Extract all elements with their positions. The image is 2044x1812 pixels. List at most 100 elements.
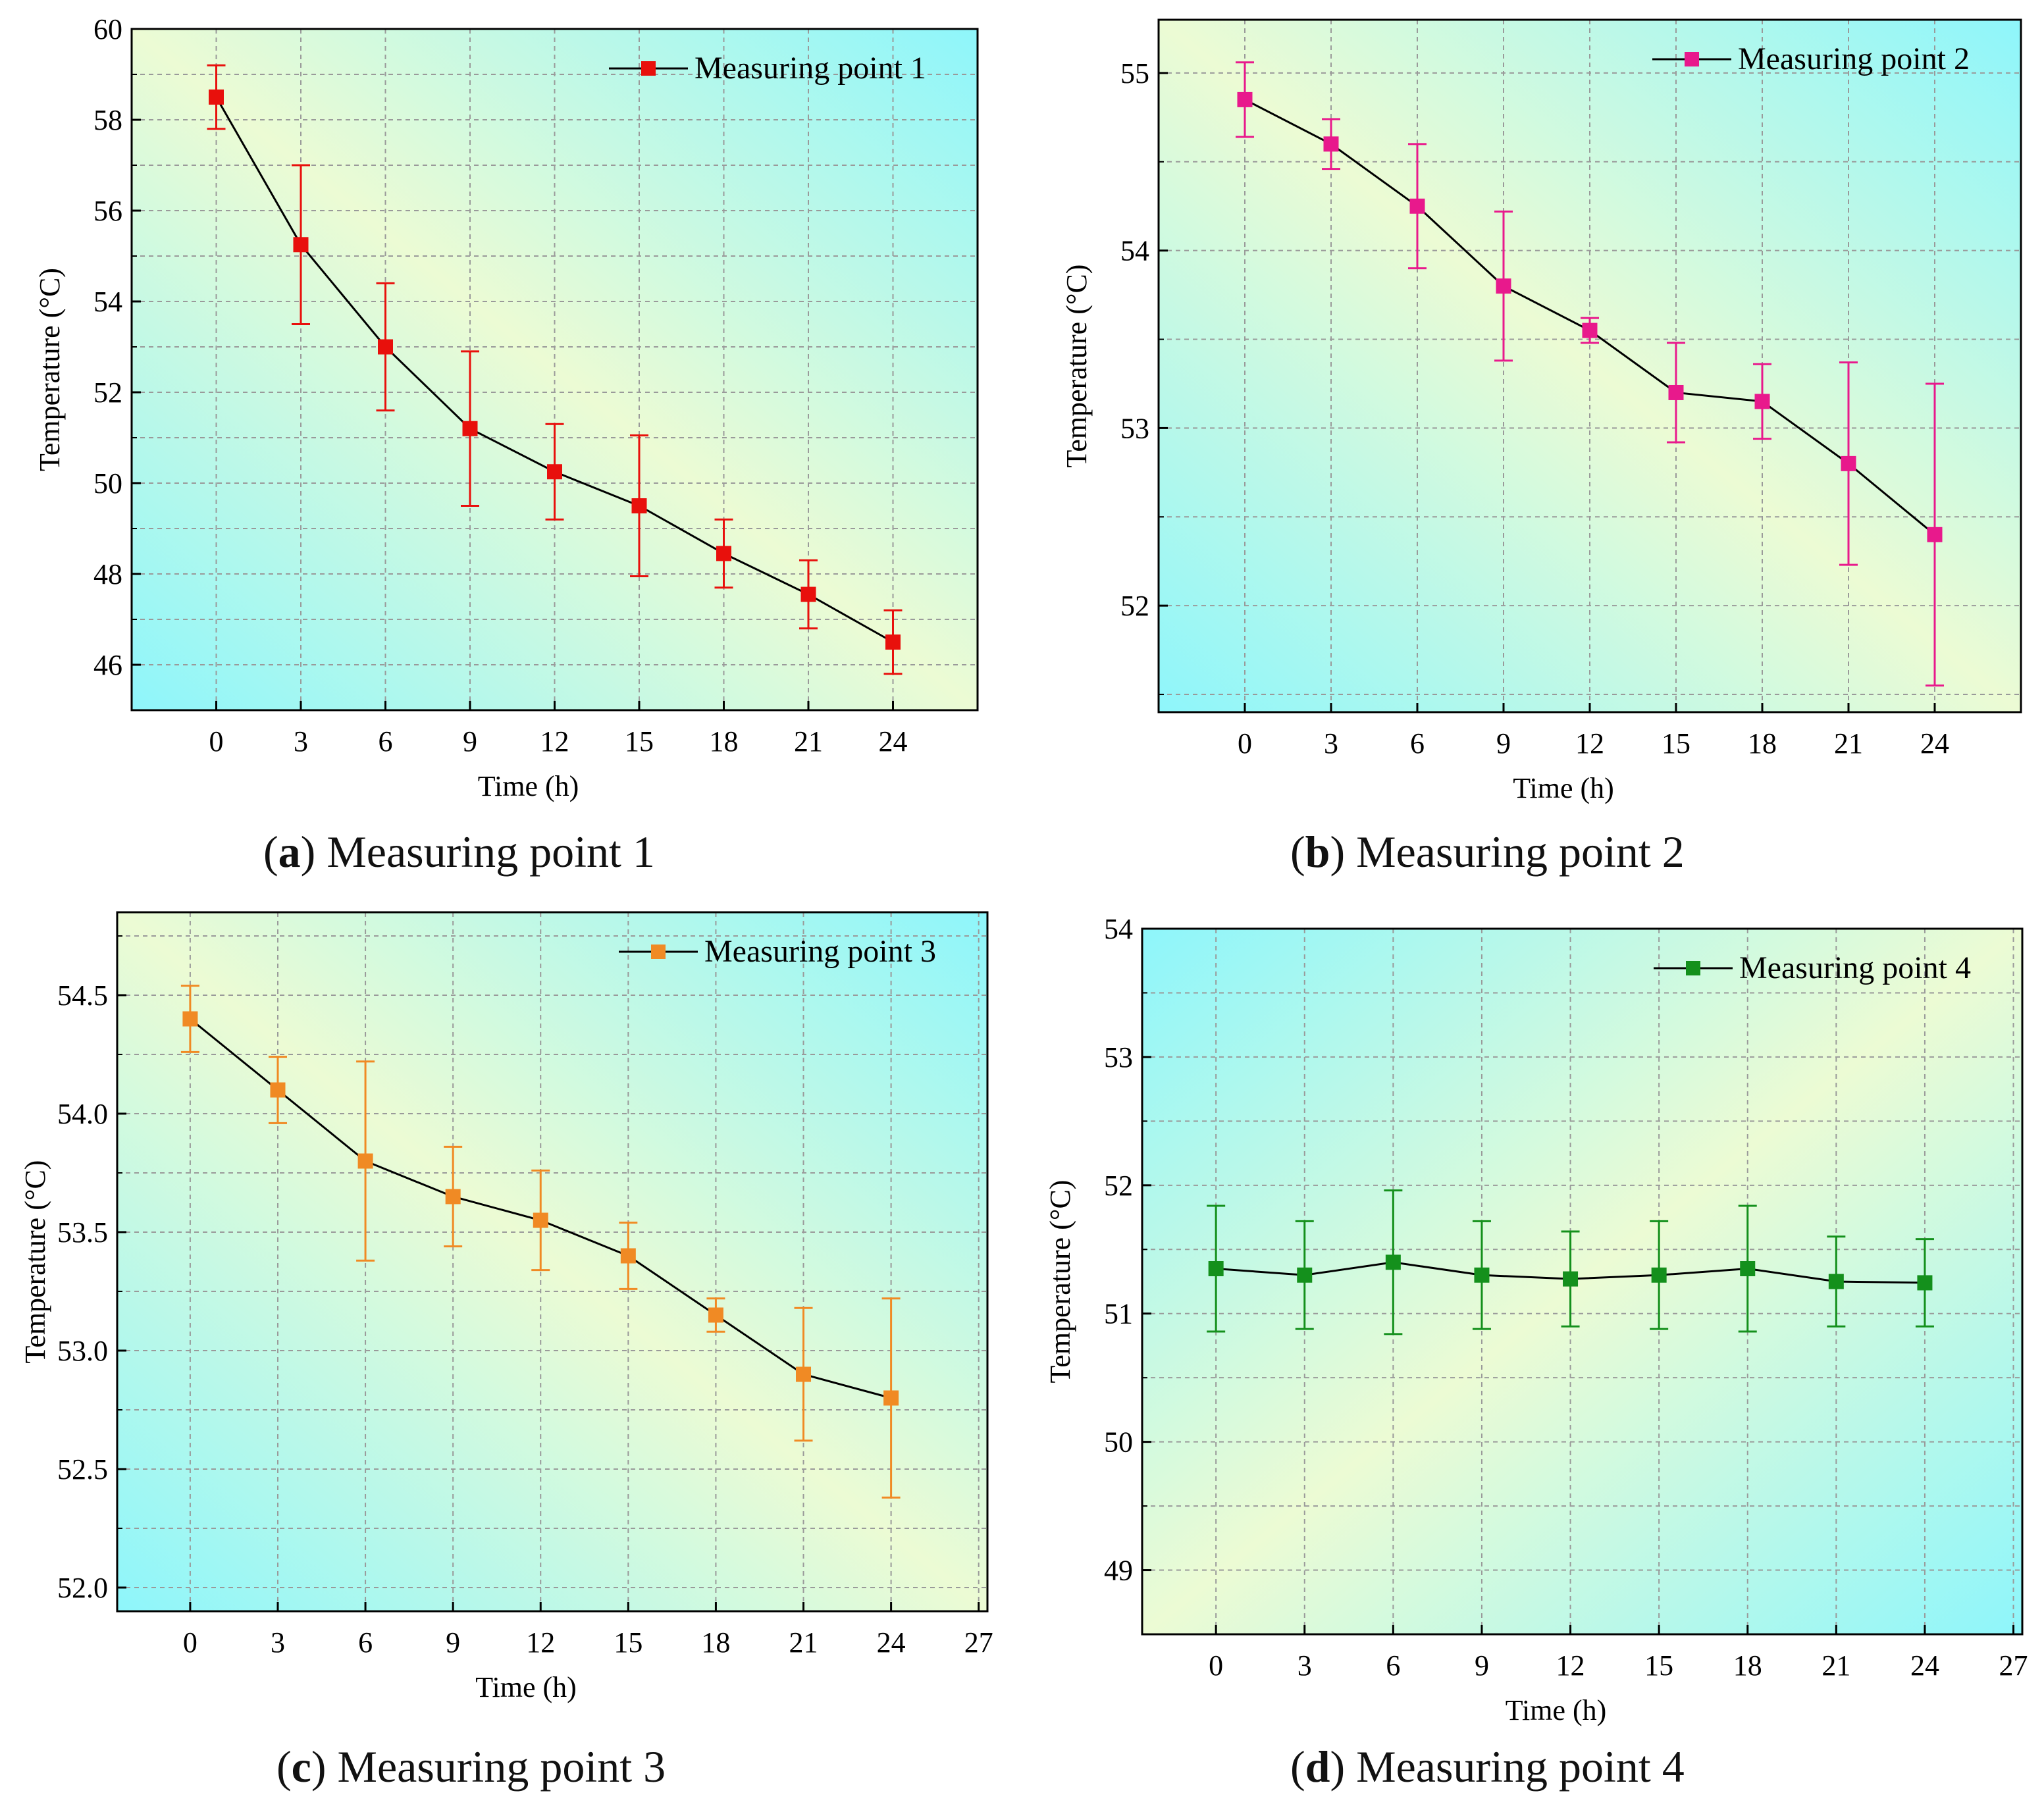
y-axis-title: Temperature (°C) — [1061, 265, 1093, 468]
x-tick-label: 12 — [1575, 727, 1604, 760]
y-tick-label: 55 — [1120, 57, 1149, 90]
data-point — [796, 1366, 812, 1382]
plot-background — [117, 912, 987, 1611]
x-tick-label: 27 — [1999, 1649, 2028, 1682]
data-point — [293, 237, 309, 253]
data-point — [1323, 136, 1339, 152]
chart-b-svg: 52 53 54 55 0 3 6 9 12 15 18 21 24 Time (h) Temperatur… — [1061, 18, 2022, 804]
y-axis-title: Temperature (°C) — [1044, 1180, 1076, 1384]
x-axis-title: Time (h) — [478, 770, 579, 802]
y-tick-label: 56 — [93, 195, 122, 227]
x-tick-label: 24 — [1920, 727, 1949, 760]
x-tick-label: 3 — [294, 725, 308, 758]
x-tick-label: 15 — [1662, 727, 1690, 760]
x-tick-label: 0 — [209, 725, 224, 758]
data-point — [883, 1390, 899, 1406]
y-tick-label: 54.5 — [57, 979, 108, 1012]
data-point — [708, 1307, 723, 1323]
y-tick-label: 53 — [1120, 412, 1149, 444]
legend-marker — [1686, 961, 1700, 975]
data-point — [357, 1153, 373, 1169]
legend: Measuring point 4 — [1654, 950, 1971, 985]
data-point — [1917, 1275, 1933, 1291]
data-point — [270, 1082, 286, 1098]
x-tick-label: 21 — [1834, 727, 1863, 760]
x-tick-label: 6 — [379, 725, 393, 758]
x-tick-label: 21 — [1821, 1649, 1850, 1682]
data-point — [1237, 91, 1253, 107]
y-tick-label: 52 — [1120, 590, 1149, 622]
caption-text: Measuring point 4 — [1356, 1742, 1685, 1792]
legend: Measuring point 2 — [1652, 41, 1970, 76]
data-point — [1927, 527, 1943, 542]
x-tick-label: 24 — [879, 725, 908, 758]
caption-letter: b — [1305, 827, 1330, 877]
x-tick-label: 6 — [1410, 727, 1425, 760]
x-tick-label: 15 — [625, 725, 654, 758]
y-tick-label: 52.0 — [57, 1572, 108, 1604]
legend-marker — [651, 945, 666, 959]
data-point — [1474, 1267, 1490, 1283]
y-tick-label: 54 — [93, 286, 122, 318]
x-tick-label: 27 — [964, 1626, 993, 1659]
legend-label: Measuring point 2 — [1738, 41, 1970, 76]
x-axis-title: Time (h) — [1506, 1694, 1607, 1726]
legend-label: Measuring point 1 — [694, 51, 926, 86]
x-tick-label: 24 — [1910, 1649, 1939, 1682]
y-tick-label: 50 — [93, 467, 122, 500]
x-tick-label: 0 — [1238, 727, 1252, 760]
x-tick-label: 18 — [701, 1626, 730, 1659]
caption-letter: d — [1305, 1742, 1330, 1792]
chart-a-svg: 46 48 50 52 54 56 58 60 0 3 6 9 12 15 18 21 24 Time (h) Te… — [34, 13, 979, 802]
x-tick-label: 3 — [1324, 727, 1338, 760]
chart-caption-d: (d) Measuring point 4 — [1290, 1742, 1685, 1792]
chart-d-svg: 49 50 51 52 53 54 0 3 6 9 12 15 18 21 24 27 Time (h) Temp… — [1044, 913, 2028, 1726]
y-axis-title: Temperature (°C) — [34, 268, 66, 471]
data-point — [631, 498, 647, 513]
data-point — [1740, 1261, 1756, 1277]
y-tick-label: 51 — [1104, 1298, 1133, 1330]
data-point — [1582, 323, 1598, 338]
y-tick-label: 60 — [93, 13, 122, 45]
x-tick-label: 6 — [1386, 1649, 1400, 1682]
y-tick-label: 46 — [93, 649, 122, 681]
y-tick-label: 54 — [1120, 235, 1149, 267]
data-point — [1297, 1267, 1313, 1283]
y-tick-label: 53.0 — [57, 1335, 108, 1367]
legend-label: Measuring point 4 — [1739, 950, 1971, 985]
x-axis-title: Time (h) — [1513, 772, 1614, 804]
x-tick-label: 6 — [358, 1626, 373, 1659]
y-tick-label: 53.5 — [57, 1216, 108, 1249]
caption-letter: c — [291, 1742, 311, 1792]
plot-frame — [116, 911, 989, 1613]
caption-text: Measuring point 2 — [1356, 827, 1685, 877]
caption-letter: a — [278, 827, 301, 877]
data-point — [885, 634, 901, 650]
x-tick-label: 15 — [1644, 1649, 1673, 1682]
caption-text: Measuring point 3 — [337, 1742, 666, 1792]
x-axis-title: Time (h) — [475, 1671, 577, 1703]
data-point — [1409, 198, 1425, 214]
data-point — [1754, 394, 1770, 409]
y-tick-label: 49 — [1104, 1555, 1133, 1587]
y-tick-label: 52.5 — [57, 1453, 108, 1486]
legend-marker — [641, 61, 656, 76]
legend-label: Measuring point 3 — [704, 934, 936, 969]
data-point — [1828, 1274, 1844, 1289]
x-tick-label: 9 — [463, 725, 477, 758]
x-tick-label: 18 — [710, 725, 739, 758]
y-tick-label: 58 — [93, 104, 122, 136]
data-point — [462, 421, 478, 436]
plot-background — [132, 29, 978, 710]
y-axis-title: Temperature (°C) — [19, 1160, 51, 1364]
chart-caption-b: (b) Measuring point 2 — [1290, 827, 1685, 877]
x-tick-label: 3 — [1297, 1649, 1312, 1682]
chart-caption-c: (c) Measuring point 3 — [276, 1742, 666, 1792]
x-tick-label: 3 — [271, 1626, 285, 1659]
data-point — [1385, 1255, 1401, 1270]
legend: Measuring point 3 — [619, 934, 936, 969]
x-tick-label: 18 — [1748, 727, 1777, 760]
x-tick-label: 0 — [1209, 1649, 1223, 1682]
data-point — [445, 1189, 461, 1204]
plot-frame — [1141, 927, 2024, 1636]
